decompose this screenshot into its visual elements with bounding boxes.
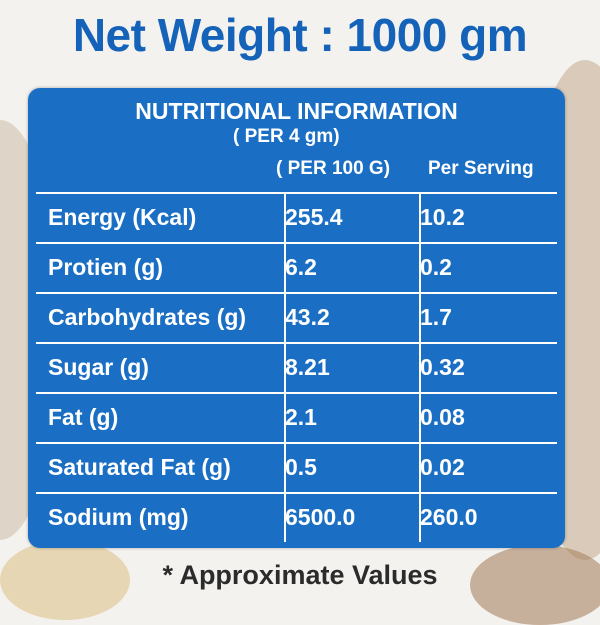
- nutrition-panel: NUTRITIONAL INFORMATION ( PER 4 gm) ( PE…: [28, 88, 565, 548]
- row-divider: [36, 292, 557, 294]
- row-divider: [36, 192, 557, 194]
- row-label: Fat (g): [48, 404, 119, 430]
- row-label: Energy (Kcal): [48, 204, 197, 230]
- column-divider: [284, 192, 286, 542]
- cell-value: 2.1: [285, 404, 317, 430]
- cell-value: 6500.0: [285, 504, 356, 530]
- cell-value: 43.2: [285, 304, 330, 330]
- row-divider: [36, 242, 557, 244]
- cell-value: 0.5: [285, 454, 317, 480]
- column-divider: [419, 192, 421, 542]
- cell-value: 8.21: [285, 354, 330, 380]
- row-divider: [36, 342, 557, 344]
- row-label: Saturated Fat (g): [48, 454, 231, 480]
- panel-subheading: ( PER 4 gm): [233, 126, 340, 147]
- row-label: Sugar (g): [48, 354, 149, 380]
- row-divider: [36, 492, 557, 494]
- footnote: * Approximate Values: [162, 560, 438, 590]
- row-label: Sodium (mg): [48, 504, 189, 530]
- column-header: Per Serving: [428, 158, 534, 179]
- page: Net Weight : 1000 gm NUTRITIONAL INFORMA…: [0, 9, 600, 625]
- cell-value: 0.2: [420, 254, 452, 280]
- row-divider: [36, 392, 557, 394]
- row-divider: [36, 442, 557, 444]
- cell-value: 255.4: [285, 204, 343, 230]
- cell-value: 260.0: [420, 504, 478, 530]
- panel-heading: NUTRITIONAL INFORMATION: [135, 98, 458, 124]
- cell-value: 10.2: [420, 204, 465, 230]
- row-label: Protien (g): [48, 254, 163, 280]
- row-label: Carbohydrates (g): [48, 304, 247, 330]
- column-header: ( PER 100 G): [276, 158, 391, 179]
- cell-value: 0.08: [420, 404, 465, 430]
- title: Net Weight : 1000 gm: [72, 9, 528, 61]
- cell-value: 1.7: [420, 304, 452, 330]
- cell-value: 6.2: [285, 254, 317, 280]
- cell-value: 0.02: [420, 454, 465, 480]
- cell-value: 0.32: [420, 354, 465, 380]
